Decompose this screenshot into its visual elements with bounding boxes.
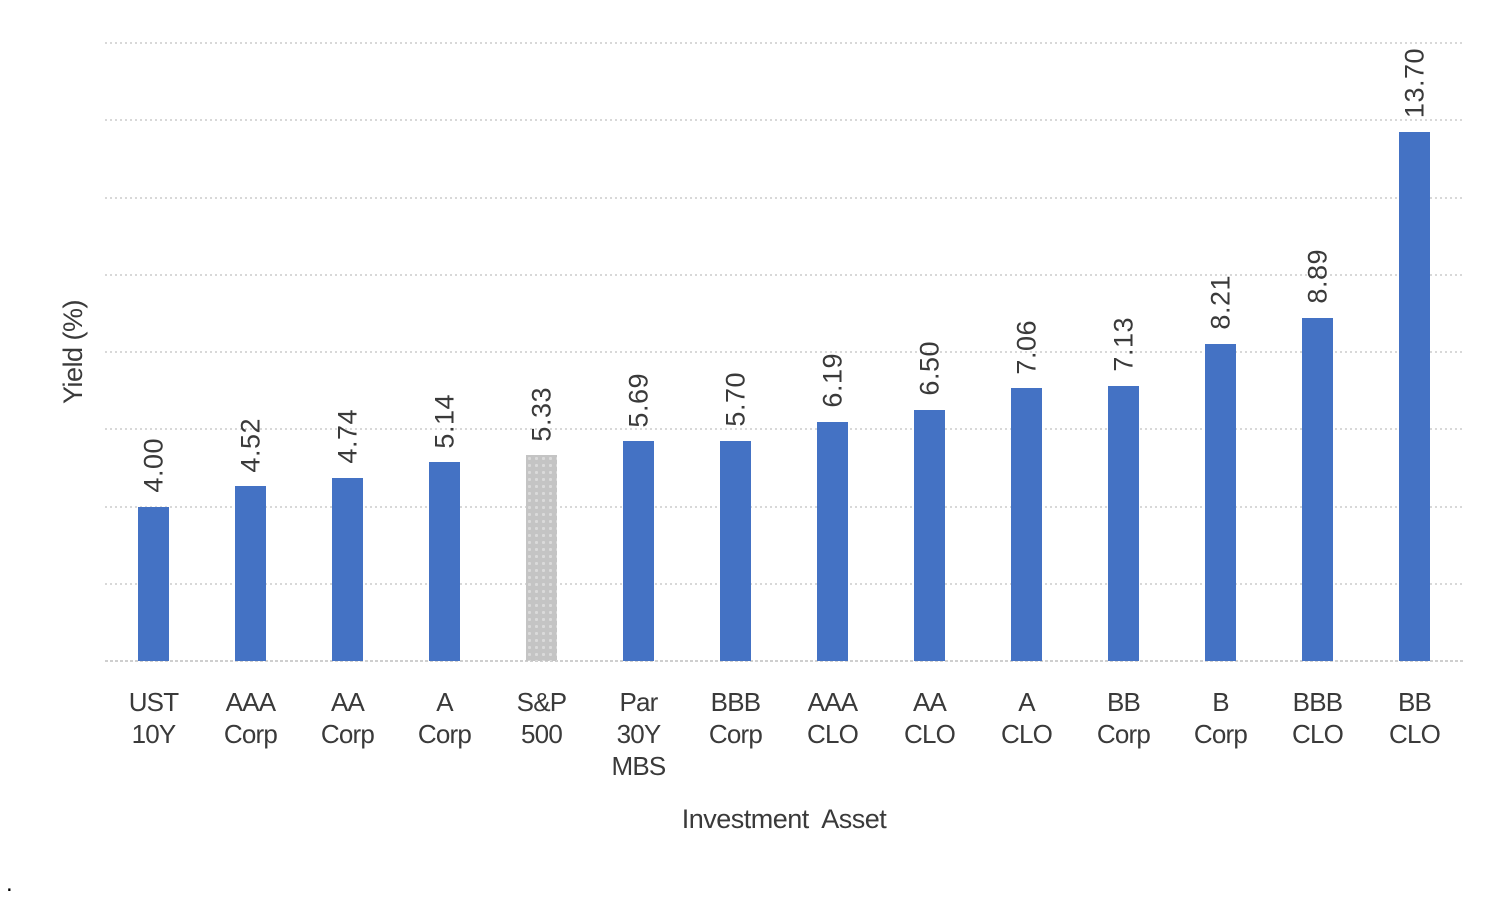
bar-value-label: 5.70 [720,372,750,427]
x-tick-label: A Corp [417,687,472,749]
x-tick-label: BB CLO [1388,687,1441,749]
gridline [105,42,1463,44]
bar-aa-clo [914,409,945,661]
x-tick-label: BBB CLO [1291,687,1344,749]
x-tick-label: A CLO [1000,687,1053,749]
corner-dot: . [6,870,13,897]
bar-value-label: 13.70 [1399,47,1429,118]
bar-value-label: 8.89 [1302,249,1332,304]
x-axis-line [105,660,1463,662]
bar-aaa-clo [817,421,848,661]
bar-b-corp [1205,343,1236,661]
x-tick-label: BBB Corp [708,687,763,749]
gridline [105,273,1463,276]
x-axis-title: Investment Asset [681,804,887,834]
bar-a-clo [1011,388,1042,661]
bar-par-30y-mbs [623,441,654,661]
bar-aaa-corp [235,486,266,661]
bar-bb-clo [1399,131,1430,661]
bar-bbb-corp [720,440,751,661]
x-tick-label: AA Corp [320,687,375,749]
bar-s-p-500 [526,455,557,661]
gridline [105,196,1463,199]
bar-value-label: 6.19 [817,353,847,408]
bar-value-label: 7.13 [1108,317,1138,372]
x-tick-label: BB Corp [1096,687,1151,749]
x-tick-label: AAA CLO [806,687,859,749]
gridline [105,505,1463,508]
y-axis-title: Yield (%) [58,299,88,405]
bar-value-label: 7.06 [1011,319,1041,375]
bar-value-label: 5.69 [623,372,653,428]
x-tick-label: S&P 500 [516,687,567,749]
bar-ust-10y [138,506,169,661]
bar-bbb-clo [1302,317,1333,661]
bar-aa-corp [332,477,363,661]
x-tick-label: B Corp [1193,687,1248,749]
bar-value-label: 4.74 [332,409,362,464]
gridline [105,351,1463,353]
bar-value-label: 6.50 [914,341,944,396]
bar-a-corp [429,462,460,661]
gridline [105,428,1463,431]
bar-value-label: 5.33 [526,386,556,442]
bar-bb-corp [1108,385,1139,661]
x-tick-label: AAA Corp [223,687,278,749]
bar-value-label: 4.00 [138,437,168,493]
bar-value-label: 4.52 [235,417,265,473]
bar-value-label: 5.14 [429,393,459,449]
gridline [105,119,1463,122]
gridline [105,582,1463,585]
x-tick-label: AA CLO [903,687,956,749]
plot-area: 4.00 4.52 4.74 5.14 5.33 5.69 5.70 6.19 6.50 7.06… [105,42,1463,662]
x-tick-label: UST 10Y [128,687,179,749]
bar-value-label: 8.21 [1205,275,1235,330]
x-tick-label: Par 30Y MBS [611,687,667,781]
